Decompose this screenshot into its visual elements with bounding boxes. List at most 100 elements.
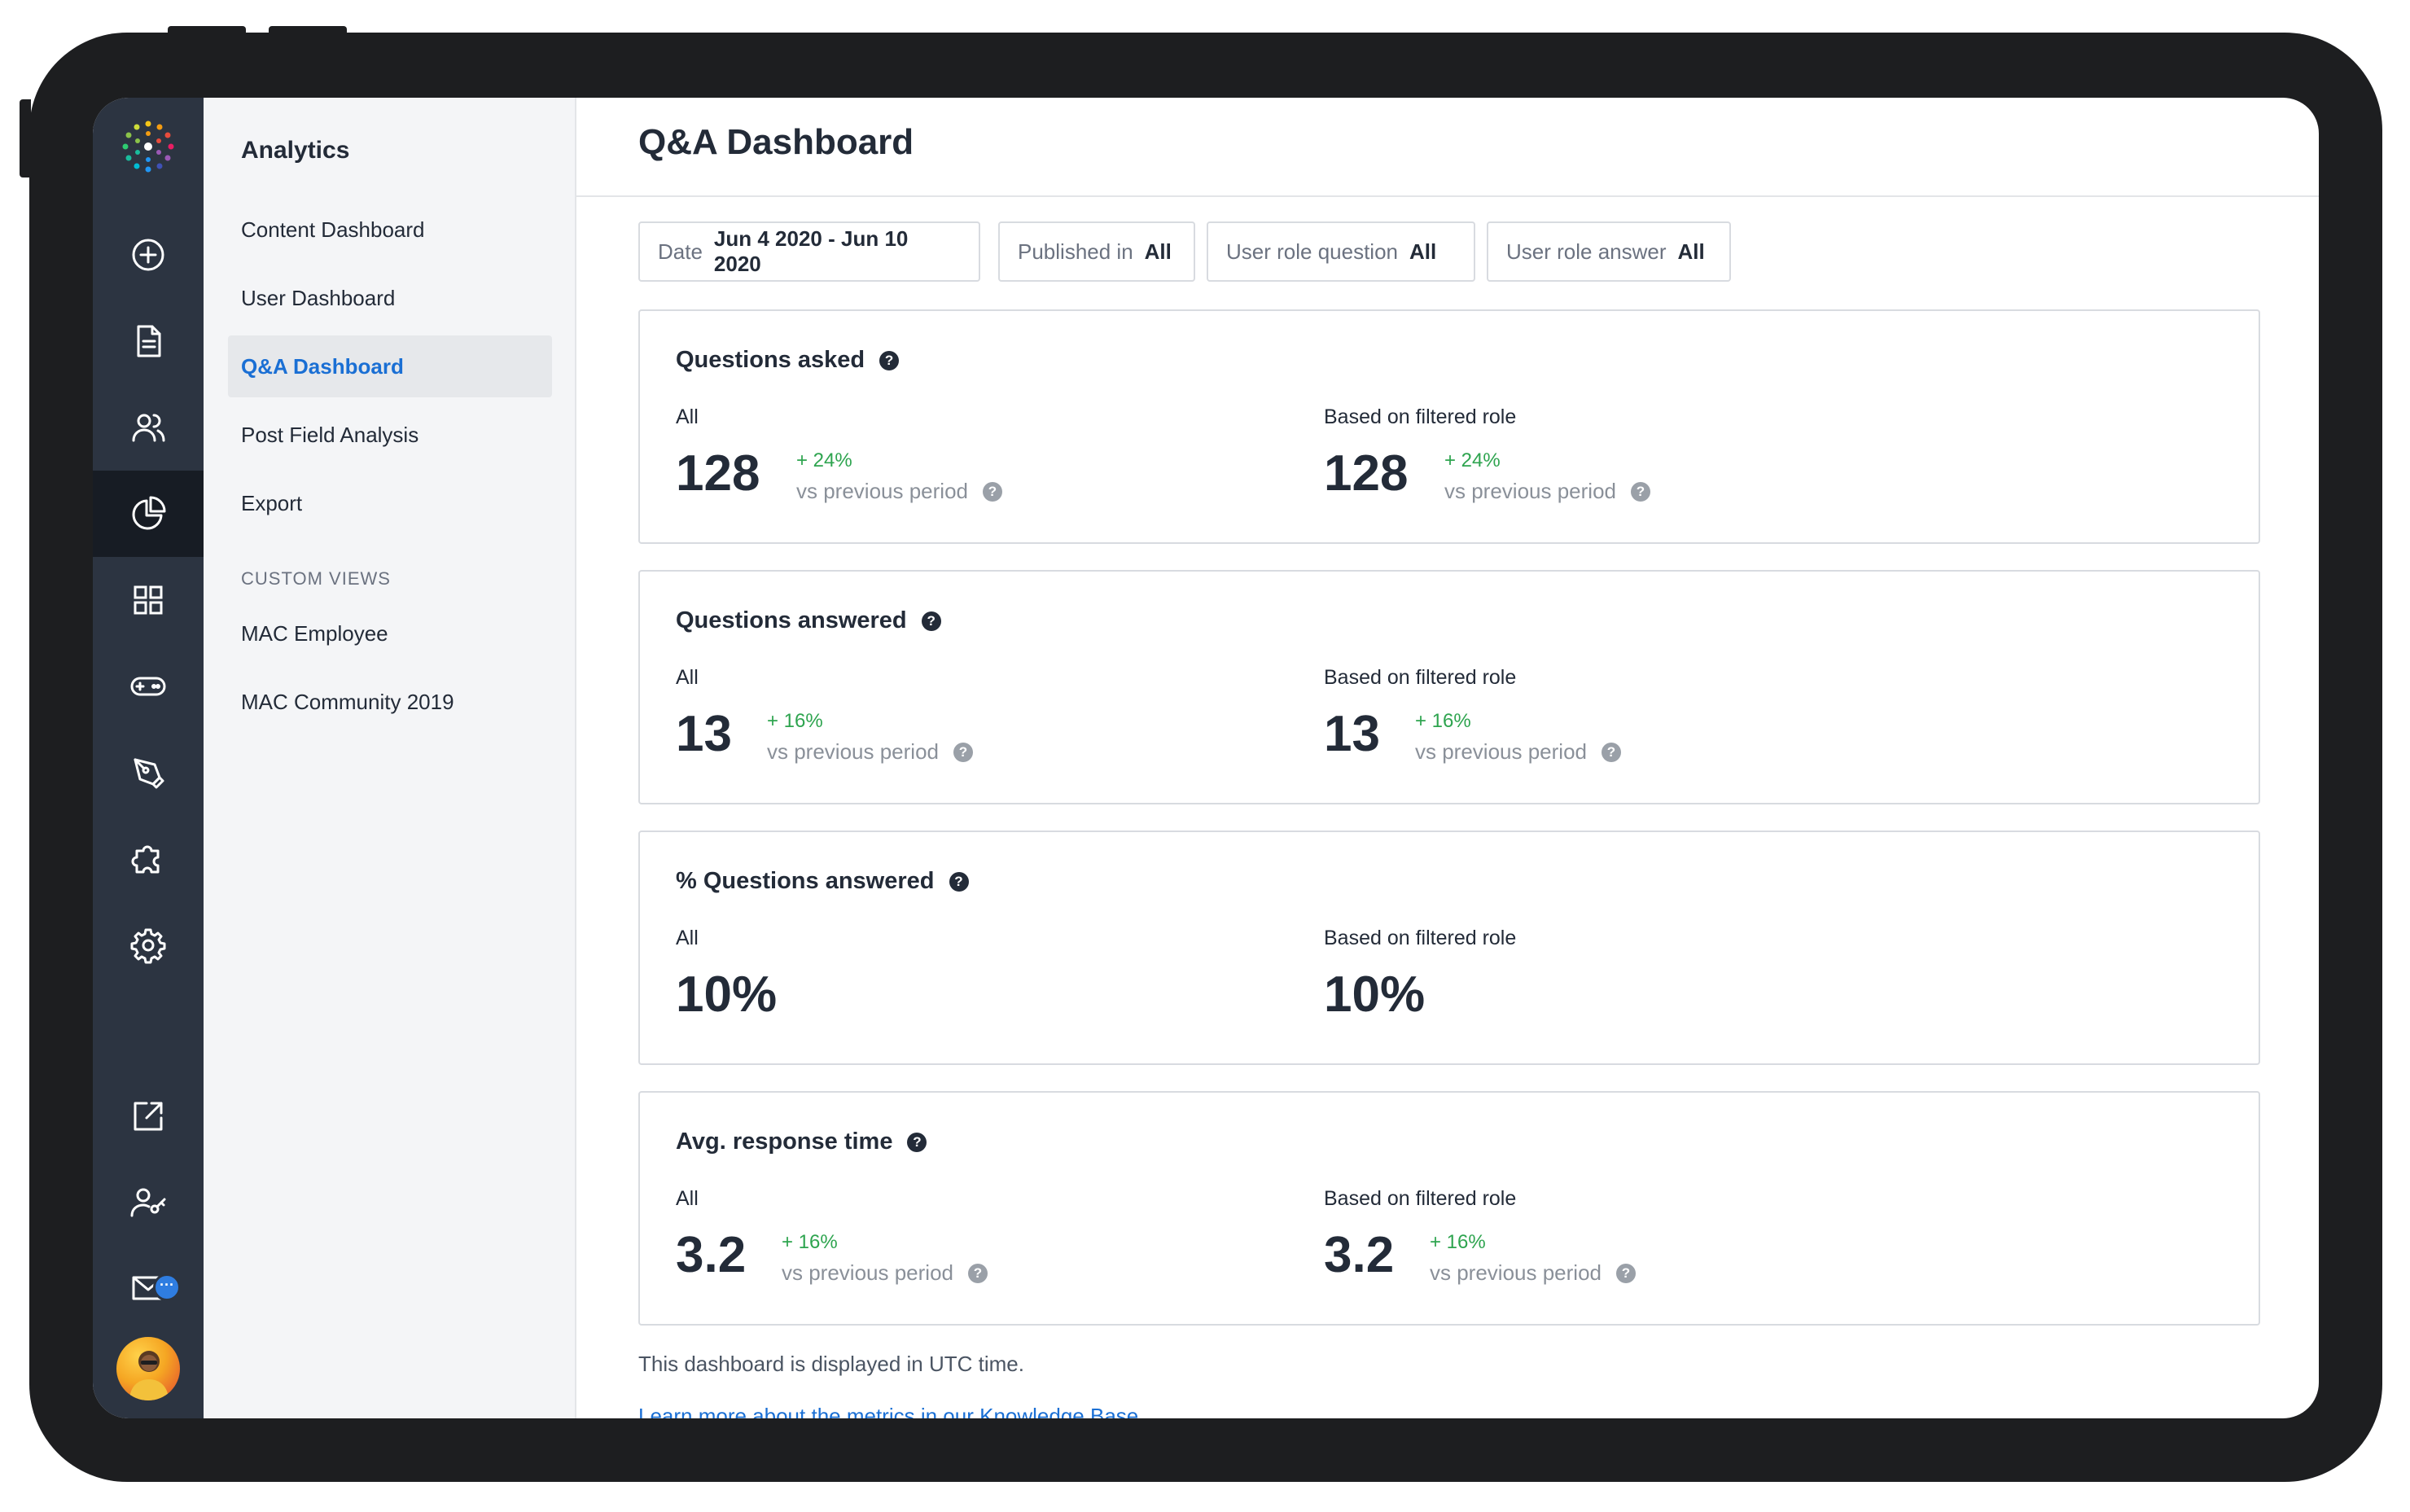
puzzle-icon xyxy=(131,845,160,874)
rail-permissions[interactable] xyxy=(93,1159,204,1246)
metric-value: 10% xyxy=(1324,966,1426,1023)
subnav-item-export[interactable]: Export xyxy=(241,490,303,515)
page-title: Q&A Dashboard xyxy=(638,122,914,162)
user-avatar-icon xyxy=(129,1351,169,1400)
help-icon[interactable]: ? xyxy=(1616,1263,1636,1283)
user-role-question-filter[interactable]: User role question All xyxy=(1207,221,1475,282)
metric-compare: vs previous period? xyxy=(1444,479,1650,504)
card-title: Avg. response time ? xyxy=(676,1129,927,1155)
metric-label-all: All xyxy=(676,1187,699,1210)
filter-value: All xyxy=(1677,239,1705,264)
compare-text: vs previous period xyxy=(796,479,968,503)
subnav-title: Analytics xyxy=(241,137,350,164)
metric-value: 10% xyxy=(676,966,778,1023)
rail-analytics[interactable] xyxy=(93,471,204,557)
rail-gamification[interactable] xyxy=(93,643,204,730)
analytics-subnav: Analytics Content Dashboard User Dashboa… xyxy=(204,98,576,1418)
external-link-icon xyxy=(134,1102,163,1131)
card-title: % Questions answered ? xyxy=(676,868,969,895)
app-screen: ··· Analytics Content Dashboard User Das… xyxy=(93,98,2319,1418)
help-icon[interactable]: ? xyxy=(907,1132,927,1152)
rail-users[interactable] xyxy=(93,384,204,471)
pen-tool-icon xyxy=(134,758,164,789)
rail-settings[interactable] xyxy=(93,902,204,988)
help-icon[interactable]: ? xyxy=(1602,742,1621,762)
metric-value: 128 xyxy=(676,445,760,502)
published-in-filter[interactable]: Published in All xyxy=(998,221,1195,282)
subnav-item-mac-community-2019[interactable]: MAC Community 2019 xyxy=(241,689,454,714)
subnav-item-content-dashboard[interactable]: Content Dashboard xyxy=(241,217,425,242)
metric-card-questions-asked: Questions asked ? All 128 + 24% vs previ… xyxy=(638,309,2260,544)
metric-label-filtered-role: Based on filtered role xyxy=(1324,1187,1517,1210)
icon-rail: ··· xyxy=(93,98,204,1418)
compare-text: vs previous period xyxy=(782,1260,953,1285)
help-icon[interactable]: ? xyxy=(1631,481,1650,502)
date-filter[interactable]: Date Jun 4 2020 - Jun 10 2020 xyxy=(638,221,980,282)
metric-label-filtered-role: Based on filtered role xyxy=(1324,405,1517,428)
metric-card-questions-answered: Questions answered ? All 13 + 16% vs pre… xyxy=(638,570,2260,804)
metric-compare: vs previous period? xyxy=(782,1260,988,1286)
gear-icon xyxy=(130,928,166,964)
subnav-item-user-dashboard[interactable]: User Dashboard xyxy=(241,285,396,310)
rail-open-community[interactable] xyxy=(93,1073,204,1159)
compare-text: vs previous period xyxy=(1430,1260,1602,1285)
rail-design[interactable] xyxy=(93,730,204,816)
help-icon[interactable]: ? xyxy=(968,1263,988,1283)
metric-value: 3.2 xyxy=(676,1227,747,1283)
metric-delta: + 16% xyxy=(1415,710,1471,732)
card-title-text: Avg. response time xyxy=(676,1129,893,1155)
compare-text: vs previous period xyxy=(1415,739,1587,764)
metric-value: 3.2 xyxy=(1324,1227,1395,1283)
rail-integrations[interactable] xyxy=(93,816,204,902)
knowledge-base-link[interactable]: Learn more about the metrics in our Know… xyxy=(638,1404,1139,1418)
avatar[interactable] xyxy=(116,1337,180,1400)
card-title-text: Questions answered xyxy=(676,607,907,633)
rail-messages[interactable] xyxy=(93,1246,204,1332)
help-icon[interactable]: ? xyxy=(949,871,969,892)
help-icon[interactable]: ? xyxy=(953,742,973,762)
card-title: Questions answered ? xyxy=(676,607,941,634)
metric-compare: vs previous period? xyxy=(1430,1260,1636,1286)
analytics-icon xyxy=(132,496,166,530)
metric-delta: + 24% xyxy=(796,449,852,471)
device-button xyxy=(269,26,347,34)
device-button xyxy=(168,26,246,34)
metric-label-filtered-role: Based on filtered role xyxy=(1324,666,1517,689)
metric-delta: + 16% xyxy=(782,1231,838,1253)
metric-label-all: All xyxy=(676,666,699,689)
page-header: Q&A Dashboard xyxy=(576,98,2319,197)
filter-value: All xyxy=(1144,239,1172,264)
subnav-item-mac-employee[interactable]: MAC Employee xyxy=(241,620,388,646)
help-icon[interactable]: ? xyxy=(983,481,1002,502)
metric-delta: + 16% xyxy=(1430,1231,1486,1253)
card-title-text: Questions asked xyxy=(676,347,865,373)
metric-delta: + 24% xyxy=(1444,449,1501,471)
metric-value: 128 xyxy=(1324,445,1409,502)
rail-apps[interactable] xyxy=(93,557,204,643)
metric-value: 13 xyxy=(1324,706,1380,762)
metric-label-all: All xyxy=(676,405,699,428)
metric-compare: vs previous period? xyxy=(796,479,1002,504)
compare-text: vs previous period xyxy=(767,739,939,764)
filter-label: User role question xyxy=(1226,239,1398,264)
help-icon[interactable]: ? xyxy=(921,611,941,631)
main-content: Q&A Dashboard Date Jun 4 2020 - Jun 10 2… xyxy=(576,98,2319,1418)
user-key-icon xyxy=(130,1188,166,1217)
users-icon xyxy=(132,414,165,442)
metric-card-avg-response-time: Avg. response time ? All 3.2 + 16% vs pr… xyxy=(638,1091,2260,1326)
custom-views-heading: CUSTOM VIEWS xyxy=(241,568,391,589)
rail-add[interactable] xyxy=(93,212,204,298)
filter-label: User role answer xyxy=(1506,239,1667,264)
metric-delta: + 16% xyxy=(767,710,823,732)
user-role-answer-filter[interactable]: User role answer All xyxy=(1487,221,1731,282)
compare-text: vs previous period xyxy=(1444,479,1616,503)
gamepad-icon xyxy=(130,677,166,696)
filter-value: All xyxy=(1409,239,1437,264)
metric-label-filtered-role: Based on filtered role xyxy=(1324,927,1517,949)
app-logo-icon[interactable] xyxy=(120,119,176,174)
apps-grid-icon xyxy=(134,585,163,615)
help-icon[interactable]: ? xyxy=(879,350,900,370)
subnav-item-post-field-analysis[interactable]: Post Field Analysis xyxy=(241,422,419,447)
rail-content[interactable] xyxy=(93,298,204,384)
subnav-item-qa-dashboard[interactable]: Q&A Dashboard xyxy=(228,335,552,397)
